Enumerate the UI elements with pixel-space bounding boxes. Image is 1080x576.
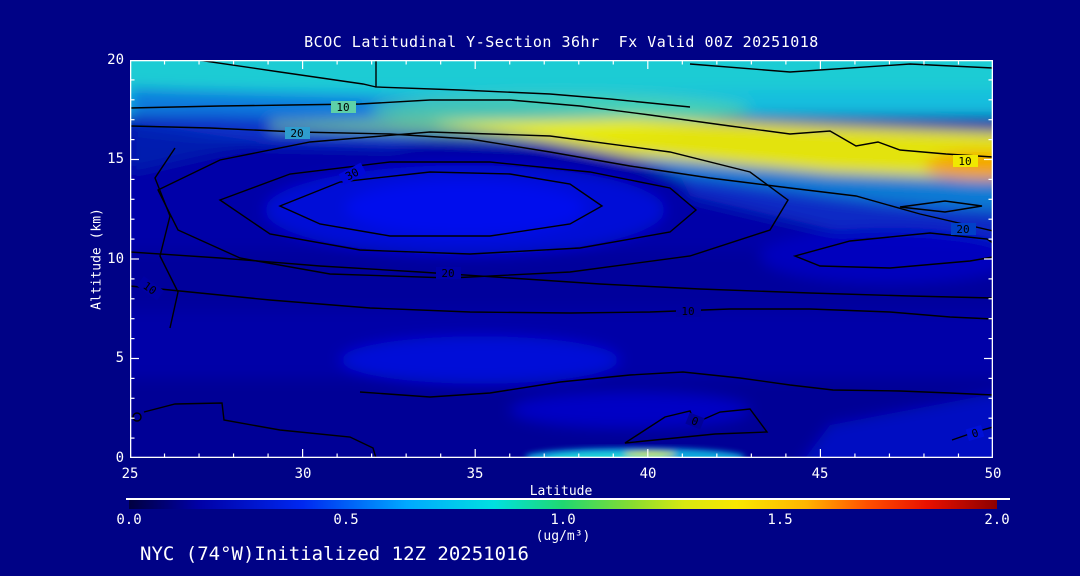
y-tick-label: 15 xyxy=(107,151,124,167)
colorbar xyxy=(129,500,997,509)
colorbar-tick-label: 1.0 xyxy=(550,512,576,528)
y-tick-label: 10 xyxy=(107,251,124,267)
colorbar-tick-label: 0.0 xyxy=(116,512,142,528)
x-axis-label: Latitude xyxy=(529,484,593,499)
colorbar-units-label: (ug/m³) xyxy=(535,529,591,544)
plot-area: 10 20 30 20 10 10 0 0 10 xyxy=(129,59,994,459)
fill-layers xyxy=(130,60,993,458)
contour-plot: 10 20 30 20 10 10 0 0 10 xyxy=(129,59,994,459)
x-tick-label: 30 xyxy=(294,466,312,482)
contour-label: 10 xyxy=(336,101,349,114)
y-tick-label: 20 xyxy=(107,52,124,68)
caption: NYC (74°W)Initialized 12Z 20251016 xyxy=(140,543,529,565)
contour-label: 20 xyxy=(956,223,969,236)
x-tick-label: 50 xyxy=(984,466,1002,482)
x-tick-label: 45 xyxy=(811,466,829,482)
y-tick-label: 0 xyxy=(115,450,124,466)
contour-label: 20 xyxy=(441,267,454,280)
contour-label: 10 xyxy=(958,155,971,168)
contour-label: 10 xyxy=(681,305,694,318)
page-title: BCOC Latitudinal Y-Section 36hr Fx Valid… xyxy=(304,33,819,51)
x-tick-label: 35 xyxy=(466,466,484,482)
contour-label: 0 xyxy=(970,426,980,440)
x-tick-label: 40 xyxy=(639,466,657,482)
contour-label: 30 xyxy=(343,166,361,184)
x-tick-label: 25 xyxy=(121,466,139,482)
contour-label: 20 xyxy=(290,127,303,140)
contour-label: 0 xyxy=(689,414,700,429)
colorbar-tick-label: 2.0 xyxy=(984,512,1010,528)
contour-value-labels: 10 20 30 20 10 10 0 0 10 xyxy=(136,101,985,441)
contour-lines xyxy=(130,60,993,458)
colorbar-tick-label: 0.5 xyxy=(333,512,359,528)
y-tick-label: 5 xyxy=(115,350,124,366)
contour-label: 10 xyxy=(141,279,159,297)
colorbar-tick-label: 1.5 xyxy=(767,512,793,528)
colorbar-axis-line xyxy=(126,498,1010,500)
plot-frame xyxy=(129,59,994,459)
